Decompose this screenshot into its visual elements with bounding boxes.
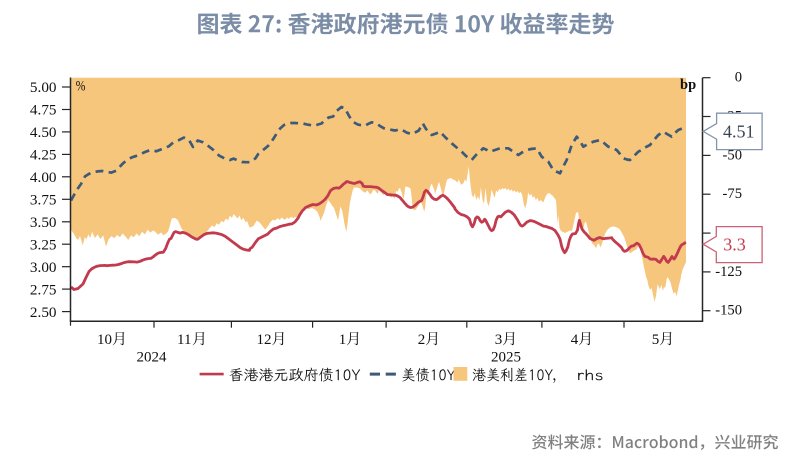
svg-text:11: 11	[177, 332, 191, 348]
svg-text:0: 0	[735, 70, 742, 86]
svg-text:3.3: 3.3	[723, 234, 746, 254]
svg-text:bp: bp	[680, 77, 696, 93]
svg-text:2.75: 2.75	[30, 281, 57, 298]
svg-text:4.51: 4.51	[723, 122, 755, 142]
svg-text:-75: -75	[723, 186, 742, 202]
svg-text:-50: -50	[723, 147, 742, 163]
svg-text:5.00: 5.00	[30, 79, 57, 96]
svg-text:-150: -150	[715, 303, 742, 319]
svg-text:3.00: 3.00	[30, 259, 57, 276]
svg-text:-125: -125	[715, 264, 742, 280]
svg-text:2: 2	[418, 332, 426, 348]
svg-text:4.25: 4.25	[30, 147, 57, 164]
svg-text:2.50: 2.50	[30, 304, 57, 321]
svg-text:5: 5	[652, 332, 660, 348]
svg-text:3.75: 3.75	[30, 192, 57, 209]
svg-text:%: %	[76, 77, 86, 94]
svg-text:4.75: 4.75	[30, 102, 57, 119]
svg-text:3: 3	[495, 332, 503, 348]
svg-text:4: 4	[571, 332, 579, 348]
svg-text:12: 12	[257, 332, 272, 348]
svg-text:10: 10	[97, 332, 112, 348]
svg-text:3.25: 3.25	[30, 236, 57, 253]
svg-text:3.50: 3.50	[30, 214, 57, 231]
svg-text:1: 1	[339, 332, 347, 348]
svg-text:2024: 2024	[137, 350, 168, 366]
svg-text:2025: 2025	[491, 350, 521, 366]
svg-text:4.50: 4.50	[30, 124, 57, 141]
svg-text:4.00: 4.00	[30, 169, 57, 186]
